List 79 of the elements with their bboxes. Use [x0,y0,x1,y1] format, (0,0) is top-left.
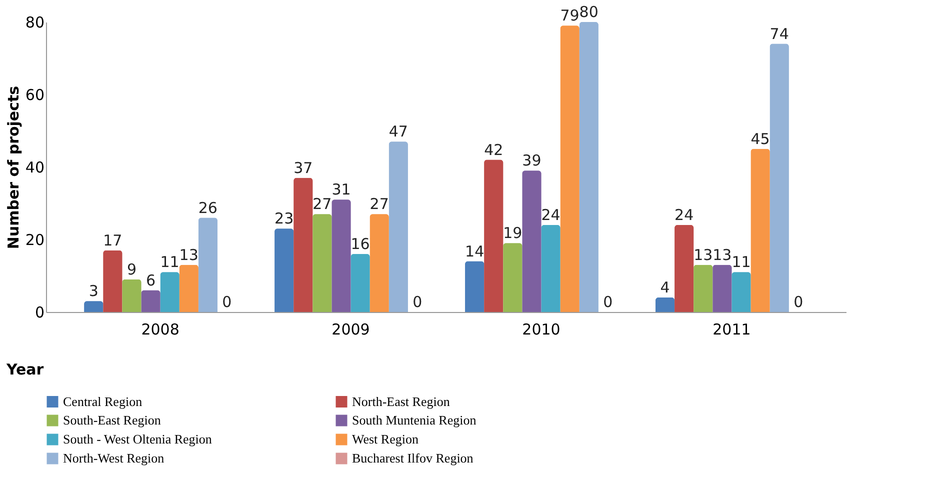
bar [656,298,675,312]
data-label: 24 [541,206,560,224]
data-label: 19 [503,224,522,242]
x-tick-label: 2011 [712,320,751,338]
data-label: 24 [674,206,694,224]
bar [560,26,580,312]
data-label: 0 [222,293,232,311]
bar [770,44,789,312]
bar [274,228,294,312]
data-label: 31 [332,180,351,199]
legend-label: North-East Region [352,394,450,409]
bar [370,214,389,312]
y-axis-title: Number of projects [4,86,22,250]
data-label: 0 [794,293,804,311]
bar [312,214,332,312]
bar [732,272,751,312]
bar [484,160,504,312]
bar [332,200,351,312]
bar [541,225,560,312]
data-label: 9 [126,260,136,278]
data-label: 16 [350,235,370,253]
data-label: 0 [603,293,613,311]
data-label: 4 [660,278,670,296]
data-label: 11 [732,253,751,272]
data-label: 13 [179,246,198,264]
data-label: 17 [103,231,122,250]
data-label: 79 [560,6,580,25]
legend-label: South - West Oltenia Region [63,432,212,446]
data-label: 42 [484,140,504,159]
bar [694,264,713,312]
bar [388,142,408,312]
bar [160,272,180,312]
data-label: 27 [370,195,389,214]
data-label: 13 [712,246,732,264]
bar [141,290,160,312]
data-label: 11 [160,253,180,272]
data-label: 14 [465,242,484,260]
x-tick-label: 2008 [141,320,180,338]
y-tick-label: 20 [25,231,44,249]
legend-label: Central Region [63,394,143,409]
data-label: 45 [750,130,770,148]
bar [579,22,598,312]
data-label: 39 [522,152,542,170]
data-label: 13 [694,246,713,264]
bar [103,250,122,312]
bar [674,225,694,312]
bar [84,301,104,312]
legend-label: North-West Region [63,450,165,466]
y-tick-label: 60 [25,86,44,104]
x-tick-label: 2009 [332,320,370,338]
data-label: 27 [312,195,332,214]
x-axis-title: Year [6,360,44,378]
bar [122,279,142,312]
data-label: 80 [579,3,598,21]
data-label: 0 [412,293,422,311]
bar [503,243,522,312]
bar [294,178,313,312]
bar [179,264,198,312]
legend-label: South Muntenia Region [352,412,477,428]
y-tick-label: 40 [25,158,44,176]
y-tick-label: 80 [25,14,44,32]
bar [350,254,370,312]
data-label: 37 [294,158,313,177]
x-tick-label: 2010 [522,320,560,338]
bar [198,218,218,312]
data-label: 74 [770,24,789,43]
bar [750,148,770,312]
legend-label: Bucharest Ilfov Region [352,450,474,466]
data-label: 47 [388,122,408,141]
data-label: 6 [146,271,156,290]
bar [712,264,732,312]
legend-label: West Region [352,432,419,446]
y-tick-label: 0 [34,304,44,322]
legend-label: South-East Region [63,412,162,428]
data-label: 26 [198,198,218,217]
bar [465,261,484,312]
data-label: 3 [88,282,98,300]
bar [522,170,542,312]
data-label: 23 [274,210,294,228]
